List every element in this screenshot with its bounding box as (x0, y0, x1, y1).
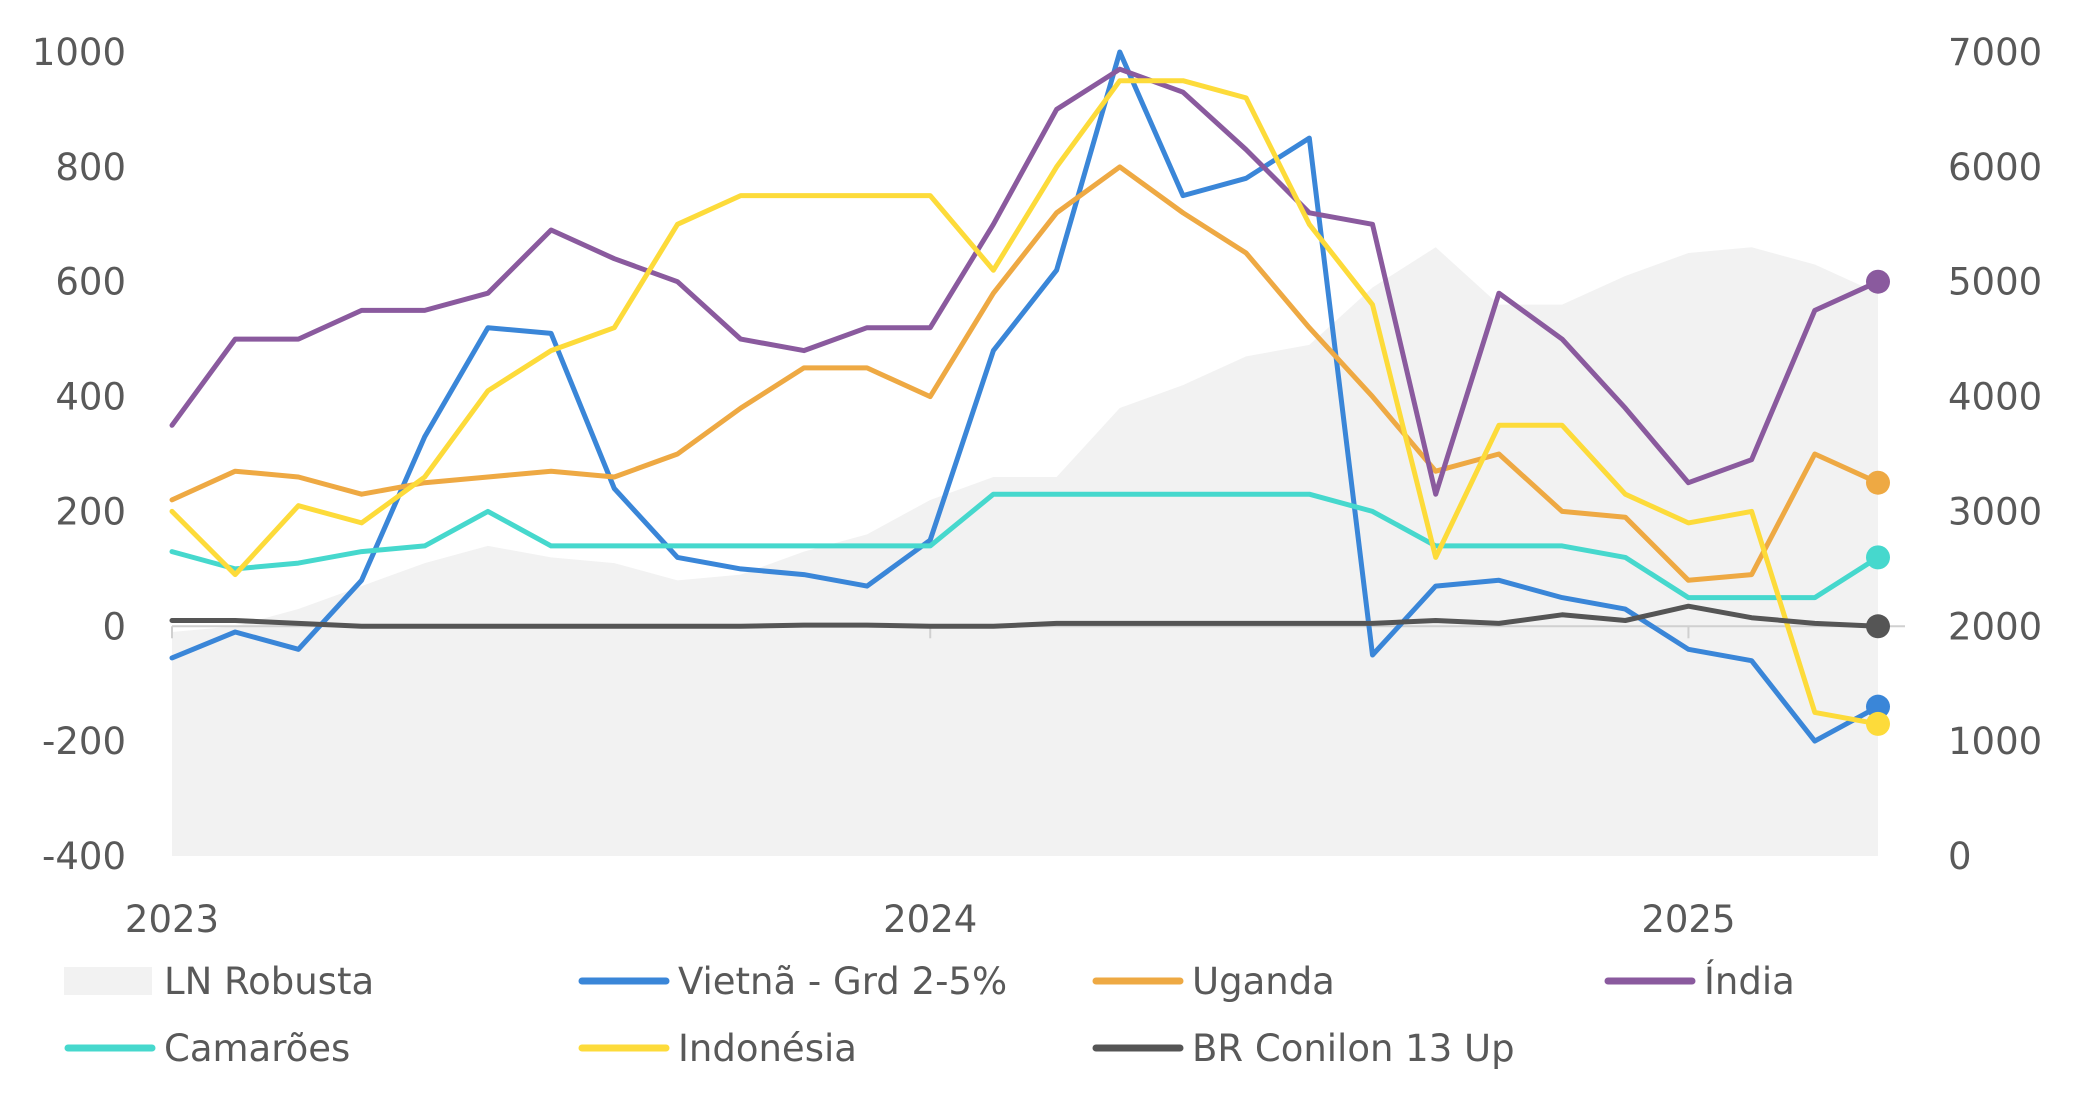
dot-layer (1866, 269, 1890, 736)
x-tick-label: 2024 (883, 898, 977, 941)
series-end-dot-camaroes (1866, 545, 1890, 570)
series-line-vietna-grd-2-5 (169, 49, 1881, 744)
series-end-dot-indonesia (1866, 711, 1890, 736)
y-left-tick-label: -200 (42, 720, 126, 763)
y-left-tick-label: 200 (55, 490, 126, 533)
legend-swatch-area (64, 967, 152, 995)
series-end-dot-vietna-grd-2-5 (1866, 694, 1890, 719)
legend: LN Robusta Vietnã - Grd 2-5% Uganda Índia Ca… (64, 959, 1795, 1070)
legend-label: Indonésia (678, 1027, 857, 1070)
y-right-tick-label: 1000 (1948, 720, 2042, 763)
y-right-tick-label: 5000 (1948, 261, 2042, 304)
series-end-dot-uganda (1866, 470, 1890, 495)
y-right-tick-label: 0 (1948, 835, 1972, 878)
series-end-dot-india (1866, 269, 1890, 294)
y-left-tick-label: 600 (55, 261, 126, 304)
legend-label: BR Conilon 13 Up (1192, 1027, 1515, 1070)
area-ln-robusta (172, 247, 1878, 856)
line-layer (169, 49, 1881, 744)
y-right-tick-label: 4000 (1948, 376, 2042, 419)
legend-label: Uganda (1192, 960, 1335, 1003)
legend-label: Índia (1704, 959, 1795, 1003)
legend-label: LN Robusta (164, 960, 374, 1003)
x-tick-label: 2025 (1641, 898, 1735, 941)
y-left-tick-label: 800 (55, 146, 126, 189)
series-line-br-conilon-13-up (169, 603, 1881, 629)
x-tick-label: 2023 (125, 898, 219, 941)
series-line-indonesia (169, 78, 1881, 727)
legend-label: Camarões (164, 1027, 350, 1070)
series-line-camaroes (169, 491, 1881, 601)
y-right-tick-label: 3000 (1948, 490, 2042, 533)
series-line-uganda (169, 164, 1881, 583)
y-right-tick-label: 7000 (1948, 31, 2042, 74)
y-left-tick-label: 400 (55, 376, 126, 419)
y-left-tick-label: 0 (102, 605, 126, 648)
y-right-tick-label: 6000 (1948, 146, 2042, 189)
y-left-tick-label: -400 (42, 835, 126, 878)
series-line-india (169, 66, 1881, 497)
axis-layer: 10008006004002000-200-400700060005000400… (32, 31, 2042, 941)
legend-label: Vietnã - Grd 2-5% (678, 960, 1007, 1003)
y-left-tick-label: 1000 (32, 31, 126, 74)
series-end-dot-br-conilon-13-up (1866, 614, 1890, 639)
y-right-tick-label: 2000 (1948, 605, 2042, 648)
area-layer (172, 247, 1878, 856)
